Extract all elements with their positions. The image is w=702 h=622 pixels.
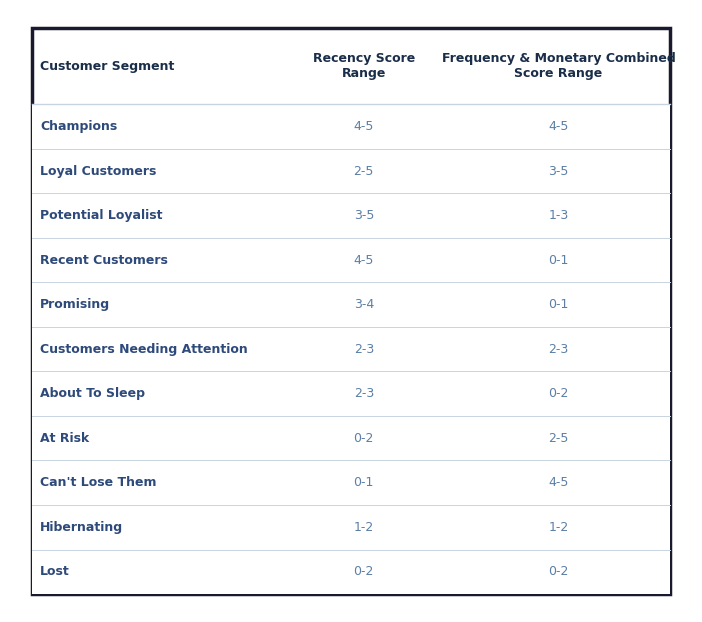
Text: 2-3: 2-3 xyxy=(354,343,374,356)
Bar xyxy=(32,104,670,149)
Text: Promising: Promising xyxy=(40,298,110,311)
Text: About To Sleep: About To Sleep xyxy=(40,388,145,400)
Text: Lost: Lost xyxy=(40,565,69,578)
Bar xyxy=(32,416,670,460)
Text: Hibernating: Hibernating xyxy=(40,521,123,534)
Text: Frequency & Monetary Combined
Score Range: Frequency & Monetary Combined Score Rang… xyxy=(442,52,675,80)
Text: 0-2: 0-2 xyxy=(548,565,569,578)
Text: 2-3: 2-3 xyxy=(548,343,569,356)
Text: 1-2: 1-2 xyxy=(548,521,569,534)
Text: 0-1: 0-1 xyxy=(548,254,569,267)
Bar xyxy=(32,282,670,327)
Text: 0-2: 0-2 xyxy=(354,432,374,445)
Text: Recency Score
Range: Recency Score Range xyxy=(312,52,415,80)
Bar xyxy=(32,327,670,371)
Bar xyxy=(32,371,670,416)
Text: 4-5: 4-5 xyxy=(354,254,374,267)
Text: Can't Lose Them: Can't Lose Them xyxy=(40,476,157,490)
Text: Customers Needing Attention: Customers Needing Attention xyxy=(40,343,248,356)
Text: 0-1: 0-1 xyxy=(354,476,374,490)
Text: Customer Segment: Customer Segment xyxy=(40,60,174,73)
Bar xyxy=(32,505,670,549)
Text: 3-5: 3-5 xyxy=(548,165,569,178)
Text: 0-2: 0-2 xyxy=(354,565,374,578)
Text: Loyal Customers: Loyal Customers xyxy=(40,165,157,178)
Text: At Risk: At Risk xyxy=(40,432,89,445)
Text: Recent Customers: Recent Customers xyxy=(40,254,168,267)
Text: 0-2: 0-2 xyxy=(548,388,569,400)
Text: 1-2: 1-2 xyxy=(354,521,374,534)
Bar xyxy=(32,193,670,238)
Text: 2-5: 2-5 xyxy=(548,432,569,445)
Bar xyxy=(32,238,670,282)
Text: 1-3: 1-3 xyxy=(548,209,569,222)
Text: 3-5: 3-5 xyxy=(354,209,374,222)
Text: Champions: Champions xyxy=(40,120,117,133)
Text: Potential Loyalist: Potential Loyalist xyxy=(40,209,163,222)
Text: 4-5: 4-5 xyxy=(548,120,569,133)
Text: 0-1: 0-1 xyxy=(548,298,569,311)
Text: 4-5: 4-5 xyxy=(354,120,374,133)
Text: 2-5: 2-5 xyxy=(354,165,374,178)
Text: 2-3: 2-3 xyxy=(354,388,374,400)
Bar xyxy=(32,549,670,594)
Text: 3-4: 3-4 xyxy=(354,298,374,311)
Bar xyxy=(32,149,670,193)
Bar xyxy=(32,460,670,505)
Text: 4-5: 4-5 xyxy=(548,476,569,490)
